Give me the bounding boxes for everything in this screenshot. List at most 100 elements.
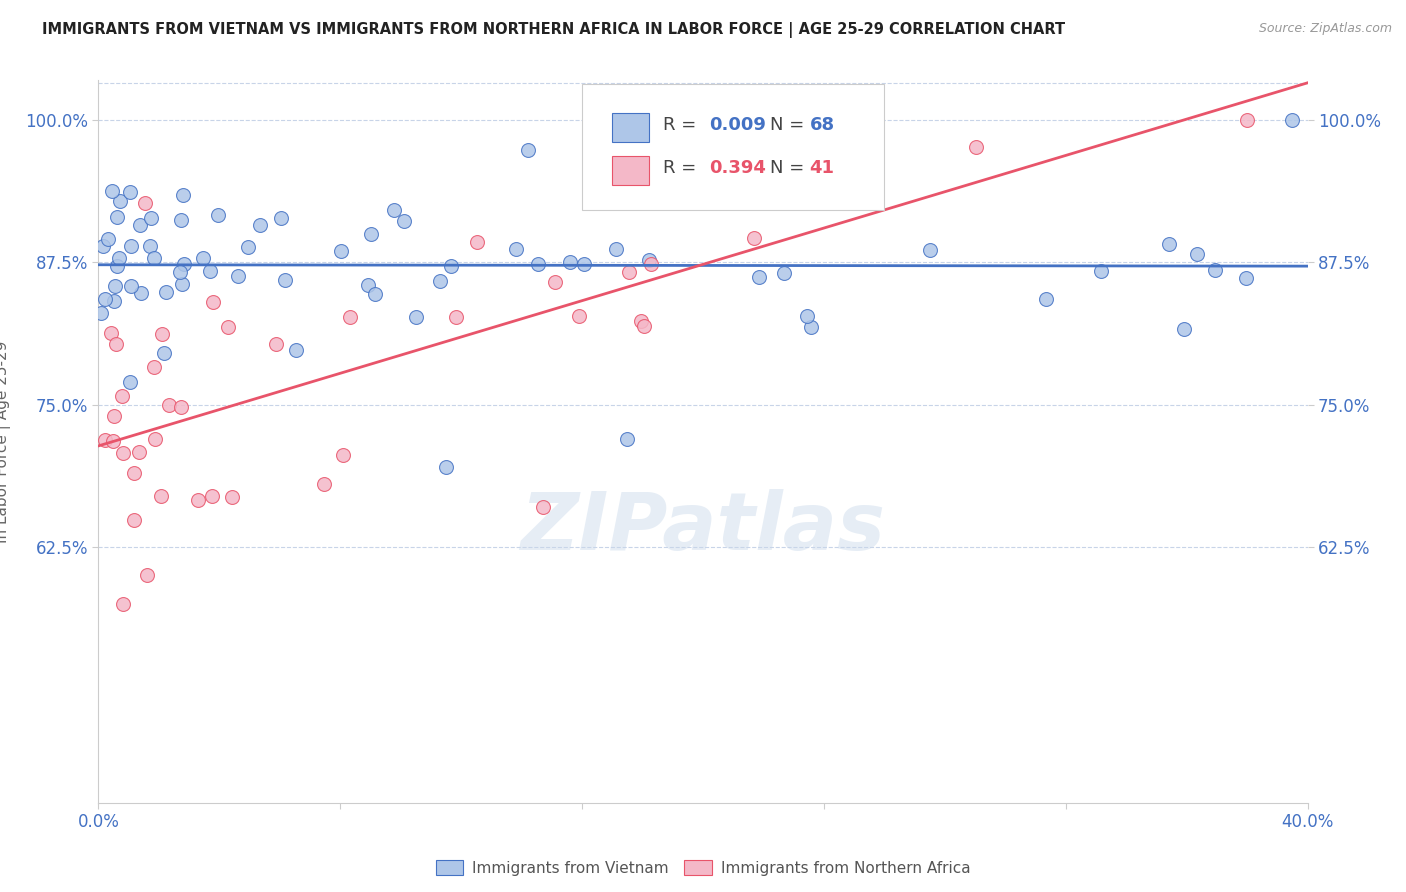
Point [465, 235, 488, 249]
Point [105, 210, 128, 224]
Point [94, 433, 117, 447]
Point [274, 273, 297, 287]
Point [339, 310, 361, 325]
Point [108, 194, 131, 208]
Point [1035, 292, 1057, 306]
Point [157, 398, 180, 412]
Point [172, 188, 194, 202]
Text: R =: R = [664, 116, 702, 134]
Point [384, 203, 406, 218]
Point [1090, 264, 1112, 278]
Point [118, 186, 141, 200]
Point [221, 490, 243, 504]
Point [135, 568, 157, 582]
Legend: Immigrants from Vietnam, Immigrants from Northern Africa: Immigrants from Vietnam, Immigrants from… [429, 854, 977, 882]
Text: ZIPatlas: ZIPatlas [520, 489, 886, 567]
Point [446, 310, 468, 325]
Text: IMMIGRANTS FROM VIETNAM VS IMMIGRANTS FROM NORTHERN AFRICA IN LABOR FORCE | AGE : IMMIGRANTS FROM VIETNAM VS IMMIGRANTS FR… [42, 22, 1066, 38]
Point [207, 208, 229, 222]
Point [329, 244, 352, 258]
Point [849, 113, 872, 128]
Point [198, 264, 221, 278]
Point [111, 597, 134, 611]
Point [429, 275, 451, 289]
Point [920, 244, 942, 258]
Point [93, 292, 115, 306]
Point [153, 346, 176, 360]
Point [1236, 113, 1258, 128]
Point [800, 319, 823, 334]
Text: N =: N = [769, 116, 810, 134]
Point [187, 493, 209, 508]
Point [122, 513, 145, 527]
Point [965, 139, 987, 153]
Point [142, 359, 165, 374]
Point [332, 448, 354, 462]
Point [91, 239, 114, 253]
Point [201, 489, 224, 503]
Point [103, 434, 125, 449]
Point [139, 211, 162, 226]
Point [169, 400, 191, 414]
Point [605, 242, 627, 256]
Point [440, 259, 463, 273]
Point [357, 278, 380, 293]
FancyBboxPatch shape [613, 112, 648, 142]
Text: R =: R = [664, 160, 702, 178]
Point [145, 432, 167, 446]
Y-axis label: In Labor Force | Age 25-29: In Labor Force | Age 25-29 [0, 341, 11, 542]
Point [853, 169, 876, 184]
Text: Source: ZipAtlas.com: Source: ZipAtlas.com [1258, 22, 1392, 36]
Point [364, 287, 387, 301]
Point [100, 326, 122, 340]
Point [105, 259, 128, 273]
Point [173, 257, 195, 271]
Point [1234, 271, 1257, 285]
Point [544, 275, 567, 289]
Point [360, 227, 382, 242]
Point [270, 211, 292, 225]
Point [249, 219, 271, 233]
Point [134, 196, 156, 211]
Text: 68: 68 [810, 116, 835, 134]
Point [201, 295, 224, 310]
Point [169, 265, 191, 279]
Point [104, 279, 127, 293]
Point [638, 252, 661, 267]
Point [90, 306, 112, 320]
Point [616, 432, 638, 446]
Point [170, 277, 193, 292]
Point [142, 252, 165, 266]
Point [517, 143, 540, 157]
Point [112, 446, 135, 460]
Point [128, 445, 150, 459]
Point [742, 230, 765, 244]
Point [558, 255, 581, 269]
Text: 41: 41 [810, 160, 834, 178]
Point [572, 256, 595, 270]
Point [630, 314, 652, 328]
Point [150, 327, 173, 342]
Point [149, 489, 172, 503]
Point [118, 375, 141, 389]
Point [405, 310, 427, 324]
Point [617, 265, 640, 279]
Point [633, 318, 655, 333]
Point [314, 477, 336, 491]
Point [138, 239, 160, 253]
Point [747, 270, 769, 285]
Point [129, 286, 152, 301]
Point [285, 343, 308, 357]
Point [1173, 322, 1195, 336]
Point [527, 257, 550, 271]
Point [107, 251, 129, 265]
Point [773, 266, 796, 280]
FancyBboxPatch shape [582, 84, 884, 211]
Point [122, 466, 145, 480]
Point [392, 213, 415, 227]
Point [434, 460, 457, 475]
Point [226, 268, 249, 283]
Point [505, 242, 527, 256]
Point [264, 337, 287, 351]
Point [238, 240, 260, 254]
